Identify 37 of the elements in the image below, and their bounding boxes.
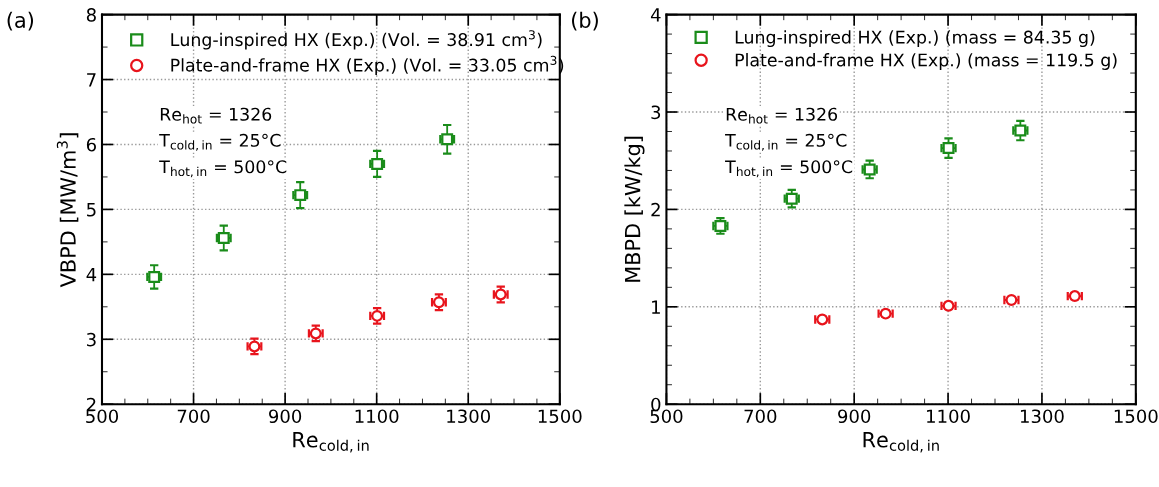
- y-axis-title: VBPD [MW/m$^{3}$]: [56, 133, 79, 288]
- x-tick-label: 1300: [1020, 409, 1064, 424]
- legend-label: Lung-inspired HX (Exp.) (Vol. = 38.91 cm$^{3}$): [171, 30, 542, 50]
- text: (b): [572, 11, 598, 31]
- x-tick-label: 700: [177, 409, 210, 424]
- y-axis-title: MBPD [kW/kg]: [624, 136, 645, 282]
- y-tick-label: 7: [87, 73, 96, 87]
- x-tick-label: 900: [838, 409, 871, 424]
- legend-label: Plate-and-frame HX (Exp.) (mass = 119.5 g): [735, 53, 1117, 70]
- x-tick-label: 1100: [355, 409, 399, 424]
- y-tick-label: 8: [86, 8, 96, 22]
- annotation: T$_{cold,in}$ = 25°C: [159, 133, 281, 151]
- x-tick-label: 700: [744, 409, 777, 424]
- y-tick-label: 1: [652, 300, 660, 314]
- x-tick-label: 1100: [927, 409, 970, 424]
- text: (a): [7, 11, 34, 31]
- x-tick-label: 900: [269, 409, 302, 424]
- x-tick-label: 1500: [538, 409, 582, 424]
- legend-label: Lung-inspired HX (Exp.) (mass = 84.35 g): [735, 30, 1095, 48]
- x-tick-label: 1300: [447, 409, 491, 424]
- x-tick-label: 1500: [1114, 409, 1158, 424]
- y-tick-label: 3: [651, 105, 661, 120]
- y-tick-label: 4: [650, 8, 661, 22]
- annotation: Re$_{hot}$ = 1326: [160, 107, 272, 124]
- annotation: T$_{hot,in}$ = 500°C: [159, 160, 287, 178]
- y-tick-label: 6: [86, 137, 96, 152]
- annotation: T$_{hot,in}$ = 500°C: [725, 160, 853, 178]
- annotation: Re$_{hot}$ = 1326: [726, 107, 838, 124]
- y-tick-label: 3: [87, 332, 96, 347]
- x-tick-label: 500: [86, 409, 119, 424]
- y-tick-label: 4: [86, 268, 97, 282]
- y-tick-label: 2: [651, 202, 660, 217]
- y-tick-label: 5: [87, 203, 96, 217]
- legend-label: Plate-and-frame HX (Exp.) (Vol. = 33.05 cm$^{3}$): [171, 55, 564, 76]
- annotation: T$_{cold,in}$ = 25°C: [725, 133, 847, 151]
- x-axis-title: Re$_{cold,in}$: [293, 432, 369, 453]
- x-axis-title: Re$_{cold,in}$: [863, 432, 939, 453]
